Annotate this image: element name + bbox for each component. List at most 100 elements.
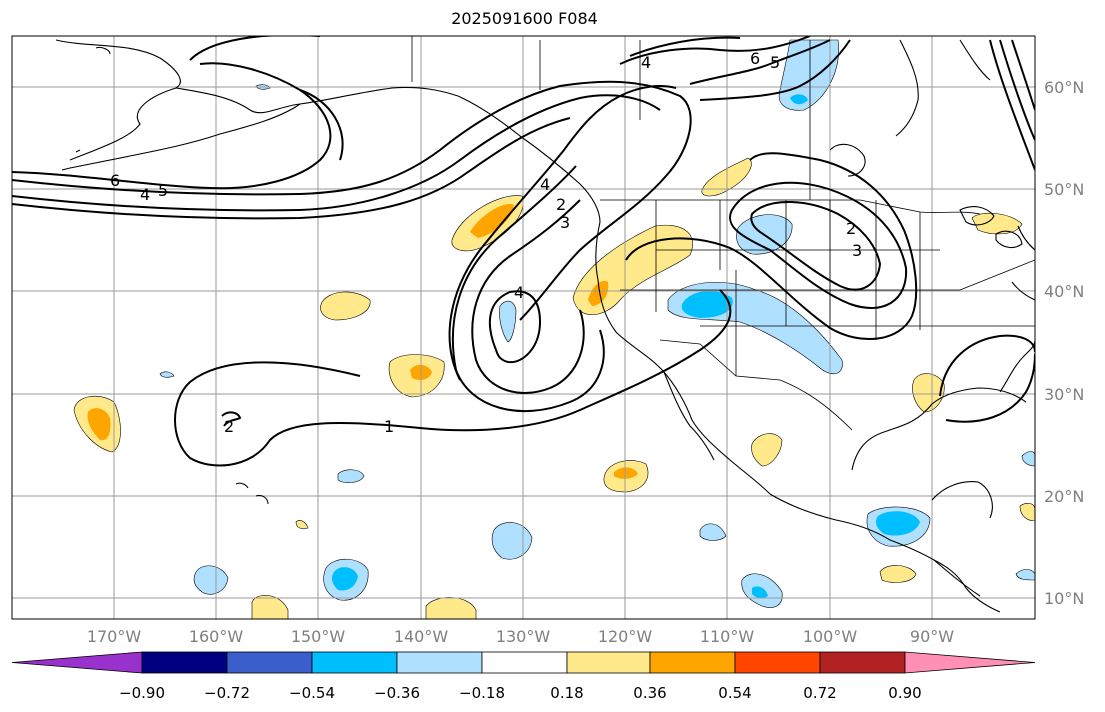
colorbar-segment [734, 651, 821, 674]
canadian-provinces [539, 40, 811, 200]
positive-anomaly-gulf-alaska-core [470, 204, 514, 238]
colorbar-segment [226, 651, 313, 674]
contour-label: 2 [846, 219, 856, 238]
positive-anomaly-small-2 [1019, 503, 1035, 521]
alaska-peninsula [69, 103, 301, 169]
colorbar-tick-label: −0.18 [459, 684, 505, 702]
latitude-label: 10°N [1044, 589, 1084, 608]
latitude-label: 60°N [1044, 78, 1084, 97]
negative-anomaly-tropics-1 [491, 522, 533, 560]
contour-label: 4 [140, 185, 150, 204]
longitude-label: 120°W [598, 627, 653, 646]
negative-anomaly-pac-small [499, 300, 517, 343]
coastlines [55, 39, 1035, 613]
contour-label: 4 [641, 53, 651, 72]
political-borders [411, 36, 1035, 431]
positive-anomaly-mexico [751, 433, 783, 467]
colorbar-segment [481, 651, 568, 674]
contour-label: 5 [158, 181, 168, 200]
contour-label: 4 [514, 283, 524, 302]
bc-coast [457, 95, 601, 223]
positive-anomaly-great-lakes [971, 212, 1023, 235]
aleutians [61, 47, 111, 171]
negative-anomaly-canada-nw-core [790, 94, 808, 105]
colorbar-segment [141, 651, 228, 674]
us-west-coast [595, 221, 693, 421]
contour-east [939, 39, 1035, 423]
map-frame [11, 35, 1036, 620]
yucatan [931, 481, 993, 519]
colorbar-tick-label: 0.54 [718, 684, 751, 702]
latitude-label: 20°N [1044, 487, 1084, 506]
great-lakes [959, 206, 1023, 249]
longitude-label: 170°W [87, 627, 142, 646]
contour-label: 3 [560, 213, 570, 232]
negative-anomaly-tropics-2-core [331, 567, 358, 591]
contour-subtropic-1 [12, 62, 732, 467]
hawaii [235, 482, 269, 505]
contour-north-pac [12, 94, 661, 220]
negative-anomaly-tropics-3 [193, 565, 229, 595]
contour-trough-inner [488, 290, 542, 364]
contour-label: 2 [556, 195, 566, 214]
positive-anomaly-hawaii-nw-core [87, 408, 111, 441]
colorbar-tick-label: −0.54 [289, 684, 335, 702]
latitude-labels: 60°N 50°N 40°N 30°N 20°N 10°N [1044, 78, 1084, 608]
contour-trough-3 [451, 165, 605, 413]
colorbar-tick-labels: −0.90 −0.72 −0.54 −0.36 −0.18 0.18 0.36 … [119, 684, 922, 702]
negative-anomaly-tropics-5 [699, 523, 727, 541]
contour-label: 3 [852, 241, 862, 260]
colorbar-tick-label: −0.90 [119, 684, 165, 702]
colorbar-tick-label: 0.18 [550, 684, 583, 702]
longitude-label: 160°W [189, 627, 244, 646]
contour-plains-inner [750, 201, 882, 291]
contour-label: 6 [110, 171, 120, 190]
negative-anomaly-canada-nw [778, 39, 839, 111]
negative-anomaly-small-1 [337, 469, 365, 483]
negative-anomaly-mexico-core [876, 511, 920, 536]
alaska-coast [55, 39, 459, 161]
positive-anomaly-baja-core [614, 467, 638, 479]
contour-nw-pac [189, 36, 344, 161]
colorbar-tick-label: 0.90 [888, 684, 921, 702]
colorbar-segment [311, 651, 398, 674]
latitude-label: 50°N [1044, 180, 1084, 199]
positive-anomaly-c-america [879, 565, 917, 583]
positive-anomaly-gulf [912, 373, 945, 413]
height-contours [12, 36, 1035, 467]
colorbar-segment [566, 651, 651, 674]
longitude-label: 100°W [803, 627, 858, 646]
anomaly-shading [73, 39, 1035, 619]
positive-anomaly-small-1 [295, 520, 309, 530]
contour-trough-2 [471, 199, 585, 394]
colorbar-tick-label: −0.36 [374, 684, 420, 702]
longitude-label: 150°W [291, 627, 346, 646]
colorbar-segment [819, 651, 906, 674]
positive-anomaly-w-pac [320, 291, 371, 321]
contour-label: 1 [384, 417, 394, 436]
contour-label: 5 [770, 53, 780, 72]
colorbar-over-triangle [904, 651, 1036, 674]
hudson-bay [829, 143, 866, 177]
colorbar-tick-label: 0.72 [803, 684, 836, 702]
contour-ridge [448, 85, 677, 381]
baja [663, 371, 771, 495]
colorbar [11, 651, 1036, 674]
contour-canada [619, 36, 851, 101]
colorbar-segment [649, 651, 736, 674]
latitude-label: 30°N [1044, 385, 1084, 404]
canada-arctic [895, 39, 991, 137]
contour-hawaii-2 [221, 411, 242, 427]
negative-anomaly-small-2 [159, 371, 175, 378]
contour-label: 4 [540, 175, 550, 194]
longitude-label: 90°W [910, 627, 954, 646]
longitude-label: 140°W [394, 627, 449, 646]
map-title: 2025091600 F084 [451, 9, 598, 28]
central-america [933, 559, 1001, 613]
colorbar-tick-label: 0.36 [633, 684, 666, 702]
contour-plains-3 [625, 152, 918, 340]
positive-anomaly-pac-nw-core [588, 280, 609, 306]
us-canada-border [600, 199, 981, 215]
positive-anomaly-subtropic-2 [425, 597, 477, 619]
